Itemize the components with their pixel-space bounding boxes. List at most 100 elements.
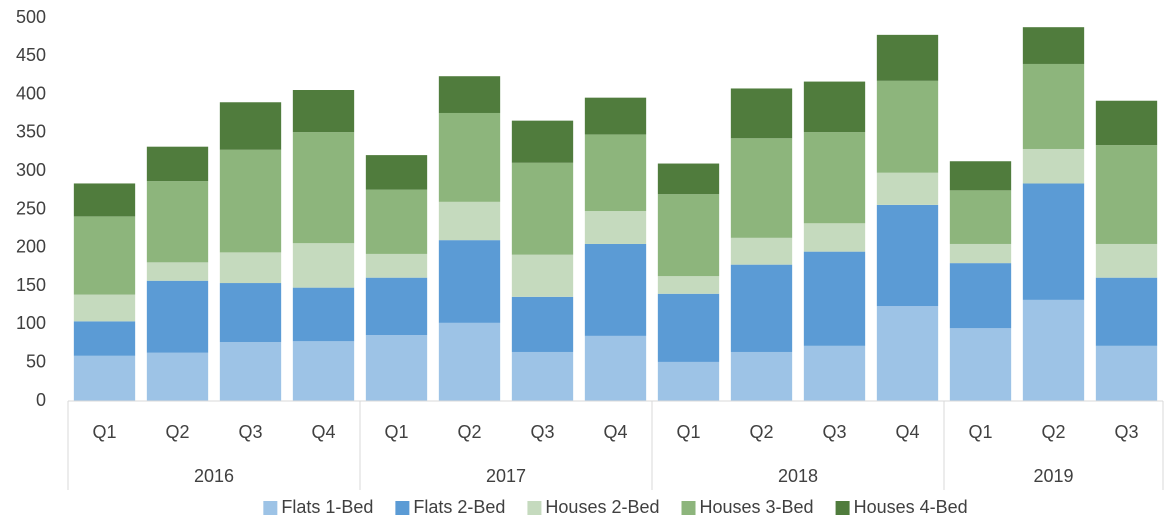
bar-segment [219, 149, 282, 253]
legend-label: Flats 1-Bed [281, 497, 373, 517]
bar-segment [1022, 27, 1085, 64]
bar-segment [146, 352, 209, 401]
bar-segment [511, 120, 574, 163]
bar-segment [1022, 183, 1085, 300]
bar-segment [1095, 243, 1158, 278]
bar-segment [803, 223, 866, 252]
x-tick-label: Q2 [1041, 422, 1065, 442]
bar-segment [438, 240, 501, 323]
bar-segment [292, 90, 355, 133]
legend-label: Houses 4-Bed [854, 497, 968, 517]
x-tick-label: Q1 [384, 422, 408, 442]
x-tick-label: Q2 [457, 422, 481, 442]
x-tick-label: Q2 [749, 422, 773, 442]
bar-segment [73, 294, 136, 322]
bar-segment [803, 251, 866, 346]
bar-segment [584, 97, 647, 135]
bar-segment [73, 321, 136, 356]
legend-label: Houses 2-Bed [545, 497, 659, 517]
bar-segment [949, 243, 1012, 264]
y-tick-label: 0 [36, 390, 46, 410]
bar-segment [219, 342, 282, 401]
bar-segment [803, 81, 866, 133]
bar-segment [803, 132, 866, 224]
bar-segment [438, 76, 501, 113]
y-tick-label: 400 [16, 83, 46, 103]
legend-label: Houses 3-Bed [700, 497, 814, 517]
y-tick-label: 200 [16, 237, 46, 257]
bar-segment [292, 287, 355, 342]
x-tick-label: Q4 [895, 422, 919, 442]
bar-segment [876, 34, 939, 81]
bar-segment [949, 190, 1012, 244]
bar-segment [146, 181, 209, 263]
x-tick-label: Q3 [1114, 422, 1138, 442]
bar-segment [584, 335, 647, 401]
bar-segment [511, 351, 574, 401]
bar-segment [1095, 100, 1158, 146]
bar-segment [73, 183, 136, 217]
bar-segment [1022, 148, 1085, 184]
x-tick-label: Q2 [165, 422, 189, 442]
bar-segment [365, 189, 428, 254]
bar-segment [657, 361, 720, 401]
legend-swatch [681, 501, 696, 515]
x-tick-label: Q4 [603, 422, 627, 442]
x-tick-label: Q1 [676, 422, 700, 442]
bar-segment [438, 112, 501, 202]
bar-segment [876, 306, 939, 401]
bar-segment [1095, 145, 1158, 244]
bar-segment [292, 243, 355, 288]
bar-segment [730, 138, 793, 238]
legend-swatch [527, 501, 542, 515]
x-tick-label: Q1 [968, 422, 992, 442]
x-group-label: 2016 [194, 466, 234, 486]
x-tick-label: Q4 [311, 422, 335, 442]
bar-segment [365, 155, 428, 190]
bar-segment [730, 351, 793, 401]
y-tick-label: 50 [26, 351, 46, 371]
bar-segment [657, 163, 720, 195]
bar-segment [219, 102, 282, 150]
bar-segment [657, 276, 720, 294]
x-group-label: 2018 [778, 466, 818, 486]
bar-segment [219, 283, 282, 343]
bar-segment [511, 254, 574, 297]
bar-segment [438, 322, 501, 401]
y-tick-label: 250 [16, 198, 46, 218]
bar-segment [292, 341, 355, 401]
x-tick-label: Q3 [530, 422, 554, 442]
x-tick-label: Q3 [822, 422, 846, 442]
bar-segment [949, 328, 1012, 401]
bar-segment [146, 280, 209, 353]
y-tick-label: 100 [16, 313, 46, 333]
bar-segment [1022, 63, 1085, 149]
bar-segment [511, 162, 574, 255]
x-tick-label: Q3 [238, 422, 262, 442]
bar-segment [584, 243, 647, 336]
bar-segment [949, 161, 1012, 191]
bar-segment [657, 194, 720, 277]
y-tick-label: 300 [16, 160, 46, 180]
x-group-label: 2017 [486, 466, 526, 486]
bar-segment [730, 237, 793, 265]
bar-segment [1095, 277, 1158, 346]
bar-segment [365, 277, 428, 336]
bar-segment [1095, 345, 1158, 401]
y-tick-label: 450 [16, 45, 46, 65]
bar-segment [73, 216, 136, 295]
bar-segment [657, 293, 720, 362]
bar-segment [584, 211, 647, 244]
bar-segment [584, 134, 647, 212]
bar-segment [365, 335, 428, 401]
y-tick-label: 500 [16, 7, 46, 27]
bar-segment [876, 172, 939, 205]
bar-segment [219, 252, 282, 284]
bar-segment [146, 146, 209, 182]
legend-swatch [395, 501, 410, 515]
bar-segment [1022, 299, 1085, 401]
bar-segment [876, 80, 939, 173]
bar-segment [438, 201, 501, 241]
x-group-label: 2019 [1033, 466, 1073, 486]
